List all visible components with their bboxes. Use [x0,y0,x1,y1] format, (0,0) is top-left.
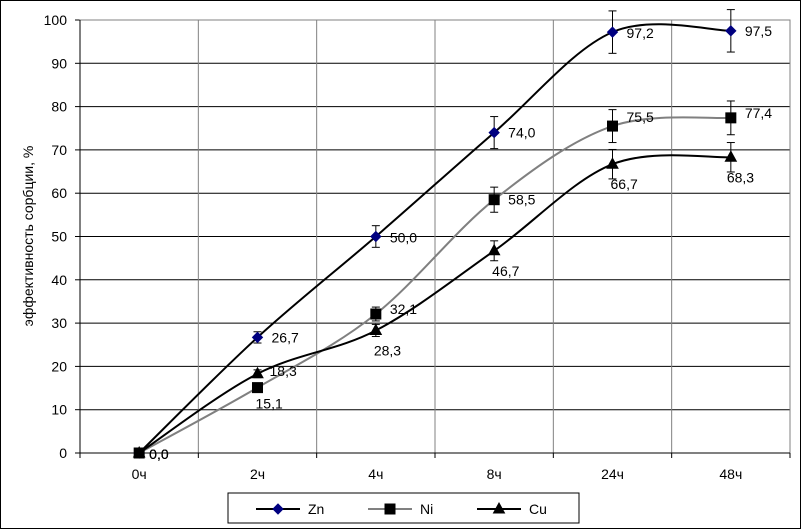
point-cu [132,445,146,458]
y-tick-label: 80 [51,99,67,115]
y-tick-label: 40 [51,272,67,288]
data-label-ni: 58,5 [508,192,535,208]
data-label-cu: 28,3 [374,342,401,358]
legend: Zn Ni Cu [227,492,580,524]
legend-marker-ni [384,503,396,515]
legend-marker-cu [492,501,506,514]
x-tick-label: 24ч [601,466,624,482]
data-label-ni: 15,1 [256,396,283,412]
data-label-zn: 26,7 [272,329,299,345]
series-line-ni [138,116,731,454]
axes [75,19,791,458]
point-zn [606,26,619,38]
point-ni [370,308,382,320]
y-tick-label: 10 [51,402,67,418]
data-label-zn: 74,0 [508,125,535,141]
y-tick-labels: 0 10 20 30 40 50 60 70 80 90 100 [44,12,68,461]
x-tick-label: 0ч [132,466,147,482]
y-tick-label: 50 [51,229,67,245]
data-label-ni: 77,4 [745,105,772,121]
data-label-zn: 97,5 [745,23,772,39]
legend-label-zn: Zn [308,501,324,517]
x-tick-label: 8ч [487,466,502,482]
data-label-zn: 97,2 [627,25,654,41]
y-tick-label: 0 [59,445,67,461]
point-cu [724,150,738,162]
point-cu [369,323,383,335]
point-zn [251,331,264,344]
legend-label-ni: Ni [420,501,433,517]
x-tick-labels: 0ч 2ч 4ч 8ч 24ч 48ч [132,466,743,482]
point-ni [607,120,618,132]
data-labels: 0,026,750,074,097,2 97,50,015,132,158,575… [149,23,772,462]
point-zn [370,230,382,243]
y-tick-label: 70 [51,142,67,158]
legend-label-cu: Cu [529,501,547,517]
y-axis-label: эффективность сорбции, % [20,146,36,327]
y-tick-label: 60 [51,185,67,201]
point-zn [725,25,737,37]
data-label-zn: 50,0 [390,230,417,246]
x-tick-label: 2ч [250,466,265,482]
legend-marker-zn [272,503,284,515]
point-ni [252,382,263,394]
series-line-cu [138,154,731,454]
series-group [132,9,738,459]
gridlines [80,19,790,454]
point-cu [251,366,264,379]
y-tick-label: 90 [51,55,67,71]
y-tick-label: 20 [51,358,67,374]
data-label-cu: 18,3 [270,363,297,379]
data-label-ni: 0,0 [149,446,169,462]
data-label-cu: 66,7 [611,176,638,192]
series-line-zn [138,23,731,454]
point-ni [488,194,500,206]
x-tick-label: 4ч [368,466,383,482]
point-zn [488,126,500,139]
y-tick-label: 100 [44,12,68,28]
data-label-cu: 68,3 [727,169,754,185]
x-tick-label: 48ч [719,466,742,482]
point-ni [725,112,737,124]
data-label-zn: 0,0 [149,446,169,462]
data-label-cu: 0,0 [149,446,169,462]
y-tick-label: 30 [51,315,67,331]
data-label-ni: 32,1 [390,301,417,317]
point-cu [487,243,501,256]
data-label-ni: 75,5 [627,109,654,125]
data-label-cu: 46,7 [492,263,519,279]
point-cu [606,157,619,169]
